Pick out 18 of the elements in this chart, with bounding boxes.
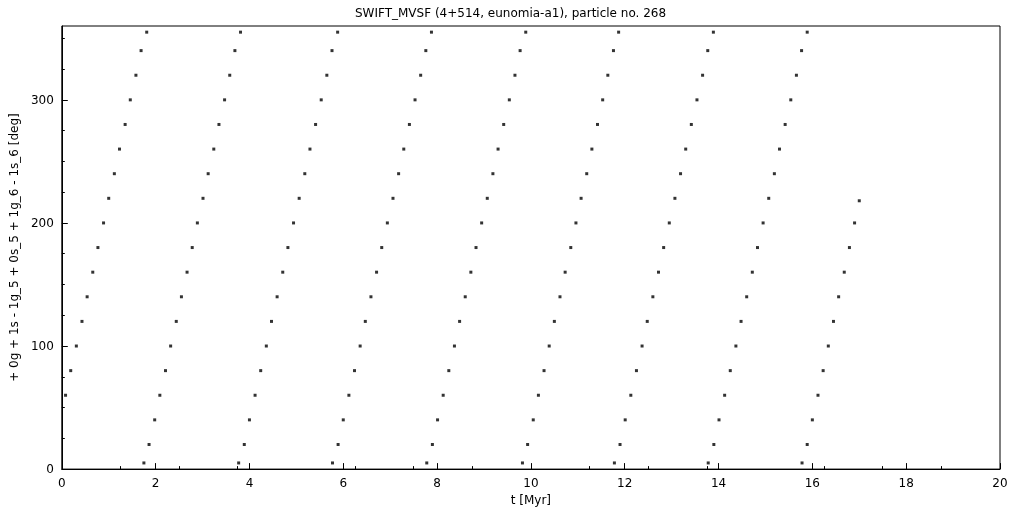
x-tick-label: 20 xyxy=(992,476,1008,491)
x-tick-label: 0 xyxy=(57,476,66,491)
x-tick-label: 2 xyxy=(151,476,160,491)
y-tick-label: 200 xyxy=(30,215,54,230)
x-tick-label: 12 xyxy=(617,476,633,491)
x-tick-label: 16 xyxy=(804,476,820,491)
x-axis-title: t [Myr] xyxy=(510,493,552,507)
chart-title: SWIFT_MVSF (4+514, eunomia-a1), particle no. 268 xyxy=(354,6,667,20)
x-tick-label: 10 xyxy=(523,476,539,491)
x-tick-label: 14 xyxy=(710,476,727,491)
y-tick-label: 0 xyxy=(46,462,54,477)
y-tick-label: 300 xyxy=(30,92,54,107)
x-tick-label: 4 xyxy=(245,476,254,491)
y-axis-title: + 0g + 1s - 1g_5 + 0s_5 + 1g_6 - 1s_6 [deg] xyxy=(7,113,21,382)
x-tick-label: 18 xyxy=(898,476,914,491)
x-tick-label: 8 xyxy=(433,476,441,491)
x-tick-label: 6 xyxy=(339,476,348,491)
y-tick-label: 100 xyxy=(30,339,54,354)
